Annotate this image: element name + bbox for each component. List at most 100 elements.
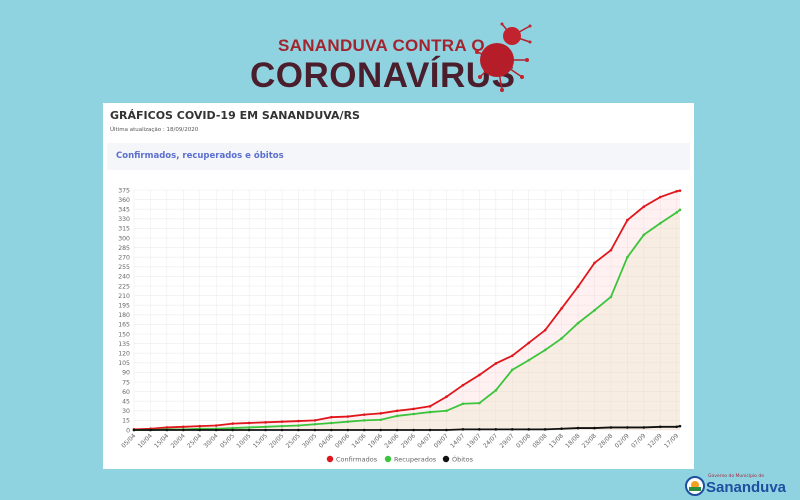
data-point bbox=[198, 424, 202, 428]
x-tick-label: 09/06 bbox=[334, 432, 351, 449]
data-point bbox=[247, 426, 251, 429]
data-point bbox=[543, 328, 547, 332]
data-point bbox=[510, 354, 514, 358]
data-point bbox=[478, 428, 481, 431]
data-point bbox=[510, 428, 514, 431]
x-tick-label: 07/09 bbox=[630, 432, 647, 449]
data-point bbox=[395, 414, 399, 418]
x-tick-label: 20/05 bbox=[268, 432, 285, 449]
y-tick-label: 225 bbox=[118, 283, 130, 290]
x-tick-label: 15/05 bbox=[252, 432, 269, 449]
data-point bbox=[609, 295, 613, 299]
x-tick-label: 05/04 bbox=[120, 432, 137, 449]
data-point bbox=[362, 419, 366, 422]
page-title: GRÁFICOS COVID-19 EM SANANDUVA/RS bbox=[110, 109, 360, 122]
data-point bbox=[247, 421, 251, 425]
data-point bbox=[231, 428, 234, 432]
data-point bbox=[510, 368, 514, 372]
y-tick-label: 300 bbox=[118, 235, 130, 242]
data-point bbox=[626, 255, 629, 259]
y-tick-label: 180 bbox=[118, 312, 130, 319]
data-point bbox=[560, 307, 563, 310]
y-tick-label: 345 bbox=[118, 207, 130, 214]
y-tick-label: 75 bbox=[122, 379, 130, 386]
last-updated: Última atualização : 18/09/2020 bbox=[110, 127, 199, 133]
legend-marker bbox=[326, 455, 334, 463]
data-point bbox=[231, 426, 234, 430]
x-tick-label: 04/07 bbox=[416, 432, 433, 449]
data-point bbox=[678, 189, 682, 192]
data-point bbox=[445, 395, 448, 399]
x-tick-label: 13/08 bbox=[548, 432, 565, 449]
y-tick-label: 270 bbox=[118, 255, 130, 262]
data-point bbox=[428, 428, 432, 432]
data-point bbox=[379, 428, 382, 432]
data-point bbox=[675, 211, 679, 214]
data-point bbox=[346, 428, 350, 432]
data-point bbox=[494, 389, 498, 392]
section-header: Confirmados, recuperados e óbitos bbox=[107, 143, 690, 170]
section-title: Confirmados, recuperados e óbitos bbox=[116, 151, 284, 161]
y-tick-label: 105 bbox=[118, 360, 130, 367]
x-tick-label: 30/04 bbox=[202, 432, 219, 449]
municipality-emblem-icon bbox=[685, 476, 705, 496]
data-point bbox=[149, 428, 152, 432]
data-point bbox=[543, 428, 547, 431]
x-tick-label: 28/08 bbox=[597, 432, 614, 449]
data-point bbox=[280, 428, 284, 432]
data-point bbox=[313, 419, 317, 422]
data-point bbox=[428, 405, 432, 408]
y-tick-label: 150 bbox=[118, 331, 130, 338]
data-point bbox=[527, 428, 530, 431]
x-tick-label: 09/07 bbox=[433, 432, 450, 449]
data-point bbox=[182, 428, 185, 432]
data-point bbox=[313, 422, 317, 426]
data-point bbox=[642, 233, 646, 237]
data-point bbox=[264, 425, 267, 429]
data-point bbox=[346, 420, 350, 423]
data-point bbox=[313, 428, 317, 432]
y-tick-label: 120 bbox=[118, 351, 130, 358]
data-point bbox=[478, 373, 481, 377]
x-tick-label: 25/05 bbox=[285, 432, 302, 449]
data-point bbox=[658, 425, 662, 429]
data-point bbox=[362, 428, 366, 432]
campaign-banner: SANANDUVA CONTRA O CORONAVÍRUS bbox=[250, 22, 532, 98]
data-point bbox=[576, 426, 580, 430]
data-point bbox=[395, 409, 399, 413]
data-point bbox=[412, 428, 415, 432]
data-point bbox=[297, 428, 300, 432]
y-tick-label: 60 bbox=[122, 389, 130, 396]
data-point bbox=[165, 428, 169, 432]
data-point bbox=[445, 428, 448, 432]
data-point bbox=[494, 362, 498, 365]
data-point bbox=[527, 358, 530, 362]
y-tick-label: 45 bbox=[122, 399, 130, 406]
data-point bbox=[412, 407, 415, 411]
data-point bbox=[362, 413, 366, 416]
x-tick-label: 29/07 bbox=[498, 432, 515, 449]
y-tick-label: 255 bbox=[118, 264, 130, 271]
legend-label: Confirmados bbox=[336, 455, 378, 463]
municipality-logo: Governo do Município de Sananduva bbox=[684, 473, 800, 499]
data-point bbox=[642, 426, 646, 429]
y-tick-label: 240 bbox=[118, 274, 130, 281]
y-tick-label: 360 bbox=[118, 197, 130, 204]
x-tick-label: 10/05 bbox=[235, 432, 252, 449]
y-tick-label: 90 bbox=[122, 370, 130, 377]
legend-label: Recuperados bbox=[394, 455, 437, 463]
data-point bbox=[461, 402, 465, 406]
data-point bbox=[678, 208, 682, 212]
banner-line1: SANANDUVA CONTRA O bbox=[278, 36, 485, 55]
data-point bbox=[412, 412, 415, 416]
logo-subtitle: Governo do Município de bbox=[708, 474, 764, 479]
x-tick-label: 17/09 bbox=[663, 432, 680, 449]
legend-marker bbox=[384, 455, 392, 463]
data-point bbox=[494, 428, 498, 431]
data-point bbox=[626, 218, 629, 222]
x-tick-label: 23/08 bbox=[581, 432, 598, 449]
data-point bbox=[330, 428, 333, 432]
data-point bbox=[527, 341, 530, 345]
y-tick-label: 30 bbox=[122, 408, 130, 415]
data-point bbox=[165, 426, 169, 429]
